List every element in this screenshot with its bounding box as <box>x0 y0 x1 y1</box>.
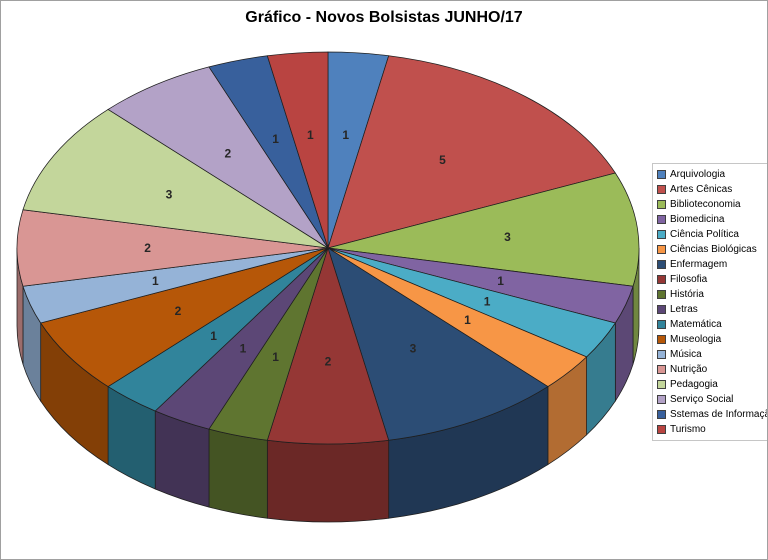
legend-swatch <box>657 230 666 239</box>
slice-value-label: 2 <box>144 241 151 255</box>
legend-item: Sstemas de Informação <box>657 407 768 422</box>
pie-slice <box>40 247 329 388</box>
legend-swatch <box>657 170 666 179</box>
legend-label: Ciência Política <box>670 229 739 240</box>
legend-swatch <box>657 425 666 434</box>
legend-swatch <box>657 200 666 209</box>
slice-value-label: 5 <box>439 153 446 167</box>
legend-item: Biomedicina <box>657 212 767 227</box>
legend-label: Pedagogia <box>670 379 718 390</box>
slice-value-label: 1 <box>342 128 349 142</box>
legend-swatch <box>657 260 666 269</box>
slice-value-label: 1 <box>497 274 504 288</box>
legend-swatch <box>657 215 666 224</box>
legend-label: Nutrição <box>670 364 708 375</box>
legend-swatch <box>657 395 666 404</box>
legend-swatch <box>657 350 666 359</box>
pie-slice <box>327 172 640 287</box>
legend-item: Artes Cênicas <box>657 182 767 197</box>
slice-value-label: 1 <box>272 350 279 364</box>
legend-item: Serviço Social <box>657 392 767 407</box>
slice-value-label: 1 <box>272 132 279 146</box>
legend-label: Matemática <box>670 319 722 330</box>
slice-value-label: 3 <box>504 230 511 244</box>
slice-value-label: 1 <box>307 128 314 142</box>
legend-item: Matemática <box>657 317 767 332</box>
legend-swatch <box>657 275 666 284</box>
legend-label: Museologia <box>670 334 722 345</box>
legend-label: Biomedicina <box>670 214 725 225</box>
pie-slice <box>266 246 390 445</box>
legend-label: Turismo <box>670 424 706 435</box>
legend-swatch <box>657 365 666 374</box>
slice-value-label: 2 <box>325 355 332 369</box>
pie-slice-side <box>208 428 268 519</box>
legend-label: Sstemas de Informação <box>670 409 768 420</box>
slice-value-label: 1 <box>240 341 247 355</box>
legend-item: Turismo <box>657 422 767 437</box>
slice-value-label: 1 <box>152 274 159 288</box>
slice-value-label: 3 <box>166 187 173 201</box>
legend-swatch <box>657 290 666 299</box>
legend-swatch <box>657 380 666 389</box>
legend-label: Ciências Biológicas <box>670 244 757 255</box>
chart-title: Gráfico - Novos Bolsistas JUNHO/17 <box>245 9 523 26</box>
legend-item: Filosofia <box>657 272 767 287</box>
legend-item: Música <box>657 347 767 362</box>
slice-value-label: 1 <box>484 295 491 309</box>
legend-item: Ciência Política <box>657 227 767 242</box>
legend-swatch <box>657 320 666 329</box>
pie-slice-side <box>266 439 390 523</box>
legend-item: Nutrição <box>657 362 767 377</box>
pie-slice <box>107 66 329 249</box>
legend-item: Biblioteconomia <box>657 197 767 212</box>
legend-label: Artes Cênicas <box>670 184 733 195</box>
pie-slice <box>22 108 329 249</box>
legend-swatch <box>657 245 666 254</box>
pie-slice <box>327 247 549 441</box>
legend-label: Filosofia <box>670 274 708 285</box>
pie-slice <box>266 51 329 249</box>
legend-item: História <box>657 287 767 302</box>
legend-label: Biblioteconomia <box>670 199 741 210</box>
legend-swatch <box>657 410 666 419</box>
legend-item: Ciências Biológicas <box>657 242 767 257</box>
pie-slice <box>327 55 616 249</box>
legend-item: Museologia <box>657 332 767 347</box>
legend-label: Enfermagem <box>670 259 728 270</box>
legend-swatch <box>657 335 666 344</box>
legend-label: Letras <box>670 304 698 315</box>
legend-item: Letras <box>657 302 767 317</box>
legend-label: Arquivologia <box>670 169 726 180</box>
chart-legend: Arquivologia Artes Cênicas Biblioteconomia… <box>652 163 768 441</box>
slice-value-label: 3 <box>410 341 417 355</box>
legend-item: Pedagogia <box>657 377 767 392</box>
legend-label: Serviço Social <box>670 394 734 405</box>
legend-swatch <box>657 185 666 194</box>
slice-value-label: 1 <box>464 313 471 327</box>
slice-value-label: 2 <box>224 146 231 160</box>
pie-slice <box>16 209 329 287</box>
slice-value-label: 2 <box>175 304 182 318</box>
legend-swatch <box>657 305 666 314</box>
legend-item: Enfermagem <box>657 257 767 272</box>
legend-label: História <box>670 289 704 300</box>
legend-item: Arquivologia <box>657 167 767 182</box>
legend-label: Música <box>670 349 702 360</box>
slice-value-label: 1 <box>210 329 217 343</box>
